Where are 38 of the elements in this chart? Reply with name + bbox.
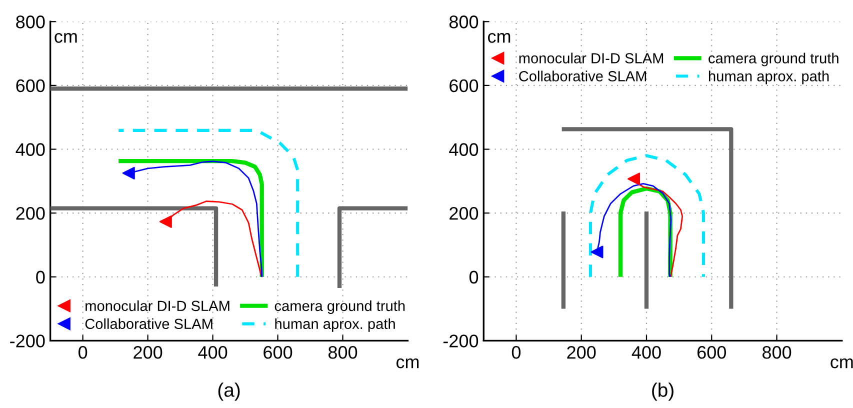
text: (b) [652,382,674,401]
x-tick-label: 800 [328,346,358,359]
y-axis-title: cm [488,32,510,43]
x-tick-label: 400 [198,346,228,359]
y-tick-label: 0 [469,270,478,284]
y-tick-label: 800 [449,16,478,28]
y-tick-label: 200 [450,206,478,220]
y-tick-label: 600 [450,79,478,92]
legend-label: camera ground truth [274,300,405,314]
legend-label: Collaborative SLAM [519,70,646,82]
y-tick-label: 400 [449,143,478,156]
x-tick-label: 800 [762,346,792,359]
y-tick-label: 0 [36,270,45,284]
legend-label: monocular DI-D SLAM [86,300,230,312]
x-tick-label: 600 [697,346,726,359]
x-axis-title: cm [396,358,419,368]
x-tick-label: 600 [264,346,292,359]
line-series [588,154,706,278]
y-axis-title: cm [54,32,77,43]
line-series [117,128,300,278]
legend-label: monocular DI-D SLAM [519,52,664,64]
x-tick-label: 0 [512,346,521,359]
legend-label: human aprox. path [275,318,395,332]
y-tick-label: 400 [16,143,45,156]
x-tick-label: 400 [632,346,661,359]
x-tick-label: 200 [567,346,596,359]
x-tick-label: 200 [134,346,162,359]
y-tick-label: 800 [16,16,45,28]
x-tick-label: 0 [78,346,88,359]
y-tick-label: -200 [443,334,478,348]
text: (a) [218,382,240,401]
legend-label: human aprox. path [708,70,829,84]
legend-label: camera ground truth [708,52,838,66]
x-axis-title: cm [830,358,853,368]
y-tick-label: 200 [16,206,45,220]
y-tick-label: 600 [16,79,45,92]
legend-label: Collaborative SLAM [85,318,212,330]
y-tick-label: -200 [10,334,45,348]
